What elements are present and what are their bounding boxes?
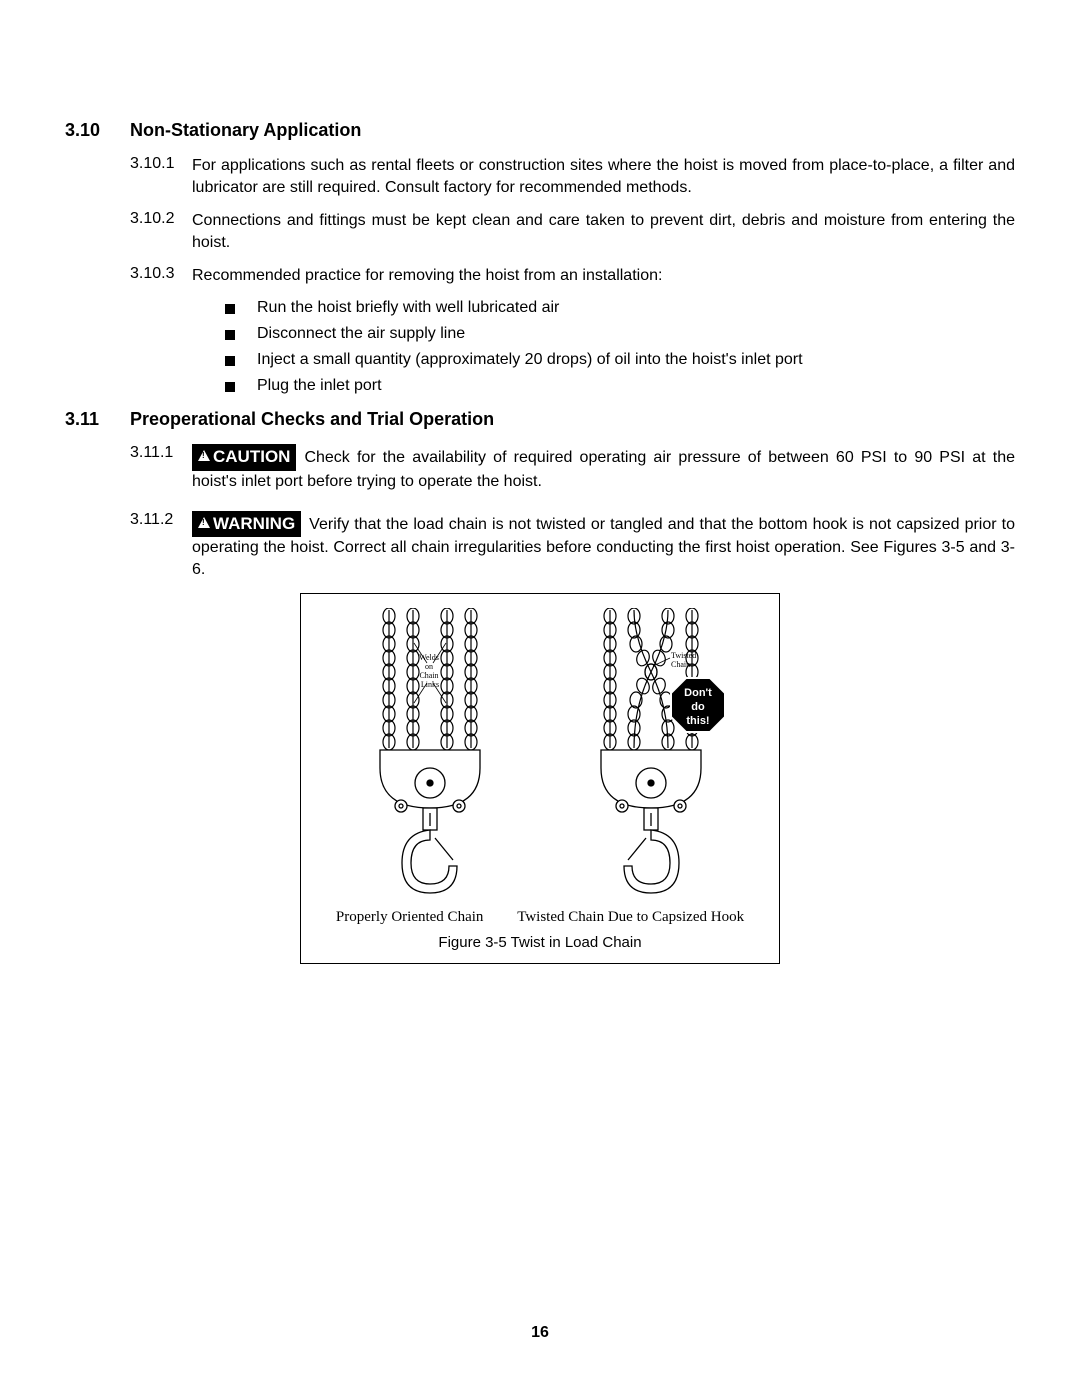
section-header-310: 3.10 Non-Stationary Application (65, 120, 1015, 141)
subsection-text: For applications such as rental fleets o… (192, 155, 1015, 198)
stop-sign-icon: Don't do this! (669, 676, 727, 734)
bullet-item: Run the hoist briefly with well lubricat… (225, 299, 1015, 317)
bullet-item: Disconnect the air supply line (225, 325, 1015, 343)
bullet-item: Inject a small quantity (approximately 2… (225, 351, 1015, 369)
bullet-marker-icon (225, 330, 235, 340)
subsection-3112: 3.11.2 WARNINGVerify that the load chain… (130, 511, 1015, 581)
dont-do-this-badge: Don't do this! (669, 676, 727, 739)
svg-text:Twisted Chain: Twisted Chain (671, 651, 698, 669)
bullet-marker-icon (225, 304, 235, 314)
section-number: 3.10 (65, 120, 130, 141)
bullet-text: Inject a small quantity (approximately 2… (257, 351, 1015, 369)
figure-subcaptions: Properly Oriented Chain Twisted Chain Du… (319, 909, 761, 926)
hoist-proper-svg: Welds on Chain Links (367, 608, 492, 898)
badge-label: WARNING (213, 514, 295, 533)
subsection-text: Connections and fittings must be kept cl… (192, 210, 1015, 253)
dont-text-1: Don't (684, 687, 712, 699)
bullet-marker-icon (225, 382, 235, 392)
dont-text-2: do (691, 701, 705, 713)
bullet-item: Plug the inlet port (225, 377, 1015, 395)
svg-text:Welds on C: Welds on Chain Links (419, 653, 441, 689)
subsection-text: Recommended practice for removing the ho… (192, 265, 1015, 287)
section-number: 3.11 (65, 409, 130, 430)
subsection-3101: 3.10.1 For applications such as rental f… (130, 155, 1015, 198)
left-subcaption: Properly Oriented Chain (336, 909, 483, 926)
subsection-3103: 3.10.3 Recommended practice for removing… (130, 265, 1015, 287)
subsection-number: 3.11.1 (130, 444, 192, 493)
figure-3-5: Welds on Chain Links (300, 593, 780, 964)
subsection-number: 3.11.2 (130, 511, 192, 581)
bullet-marker-icon (225, 356, 235, 366)
subsection-text: CAUTIONCheck for the availability of req… (192, 444, 1015, 493)
section-title: Non-Stationary Application (130, 120, 361, 141)
subsection-3102: 3.10.2 Connections and fittings must be … (130, 210, 1015, 253)
subsection-3111: 3.11.1 CAUTIONCheck for the availability… (130, 444, 1015, 493)
figure-caption: Figure 3-5 Twist in Load Chain (319, 934, 761, 951)
bullet-list-310: Run the hoist briefly with well lubricat… (225, 299, 1015, 395)
warning-triangle-icon (198, 517, 210, 528)
subsection-body: Verify that the load chain is not twiste… (192, 516, 1015, 579)
welds-label-l3: Chain (419, 671, 438, 680)
bullet-text: Disconnect the air supply line (257, 325, 1015, 343)
badge-label: CAUTION (213, 447, 290, 466)
section-header-311: 3.11 Preoperational Checks and Trial Ope… (65, 409, 1015, 430)
right-subcaption: Twisted Chain Due to Capsized Hook (517, 909, 744, 926)
subsection-text: WARNINGVerify that the load chain is not… (192, 511, 1015, 581)
page-number: 16 (531, 1324, 549, 1342)
subsection-number: 3.10.2 (130, 210, 192, 253)
subsection-body: Check for the availability of required o… (192, 449, 1015, 490)
warning-triangle-icon (198, 450, 210, 461)
subsection-number: 3.10.1 (130, 155, 192, 198)
dont-text-3: this! (686, 715, 709, 727)
bullet-text: Plug the inlet port (257, 377, 1015, 395)
welds-label-l2: on (425, 662, 433, 671)
warning-badge: WARNING (192, 511, 301, 538)
hoist-twisted-svg: Twisted Chain (588, 608, 713, 898)
subsection-number: 3.10.3 (130, 265, 192, 287)
figure-content: Welds on Chain Links (319, 608, 761, 903)
caution-badge: CAUTION (192, 444, 296, 471)
hoist-twisted: Twisted Chain (588, 608, 713, 903)
twisted-label-l2: Chain (671, 660, 690, 669)
welds-label-l4: Links (421, 680, 439, 689)
bullet-text: Run the hoist briefly with well lubricat… (257, 299, 1015, 317)
twisted-label-l1: Twisted (671, 651, 696, 660)
section-title: Preoperational Checks and Trial Operatio… (130, 409, 494, 430)
hoist-proper: Welds on Chain Links (367, 608, 492, 903)
welds-label-l1: Welds (419, 653, 439, 662)
